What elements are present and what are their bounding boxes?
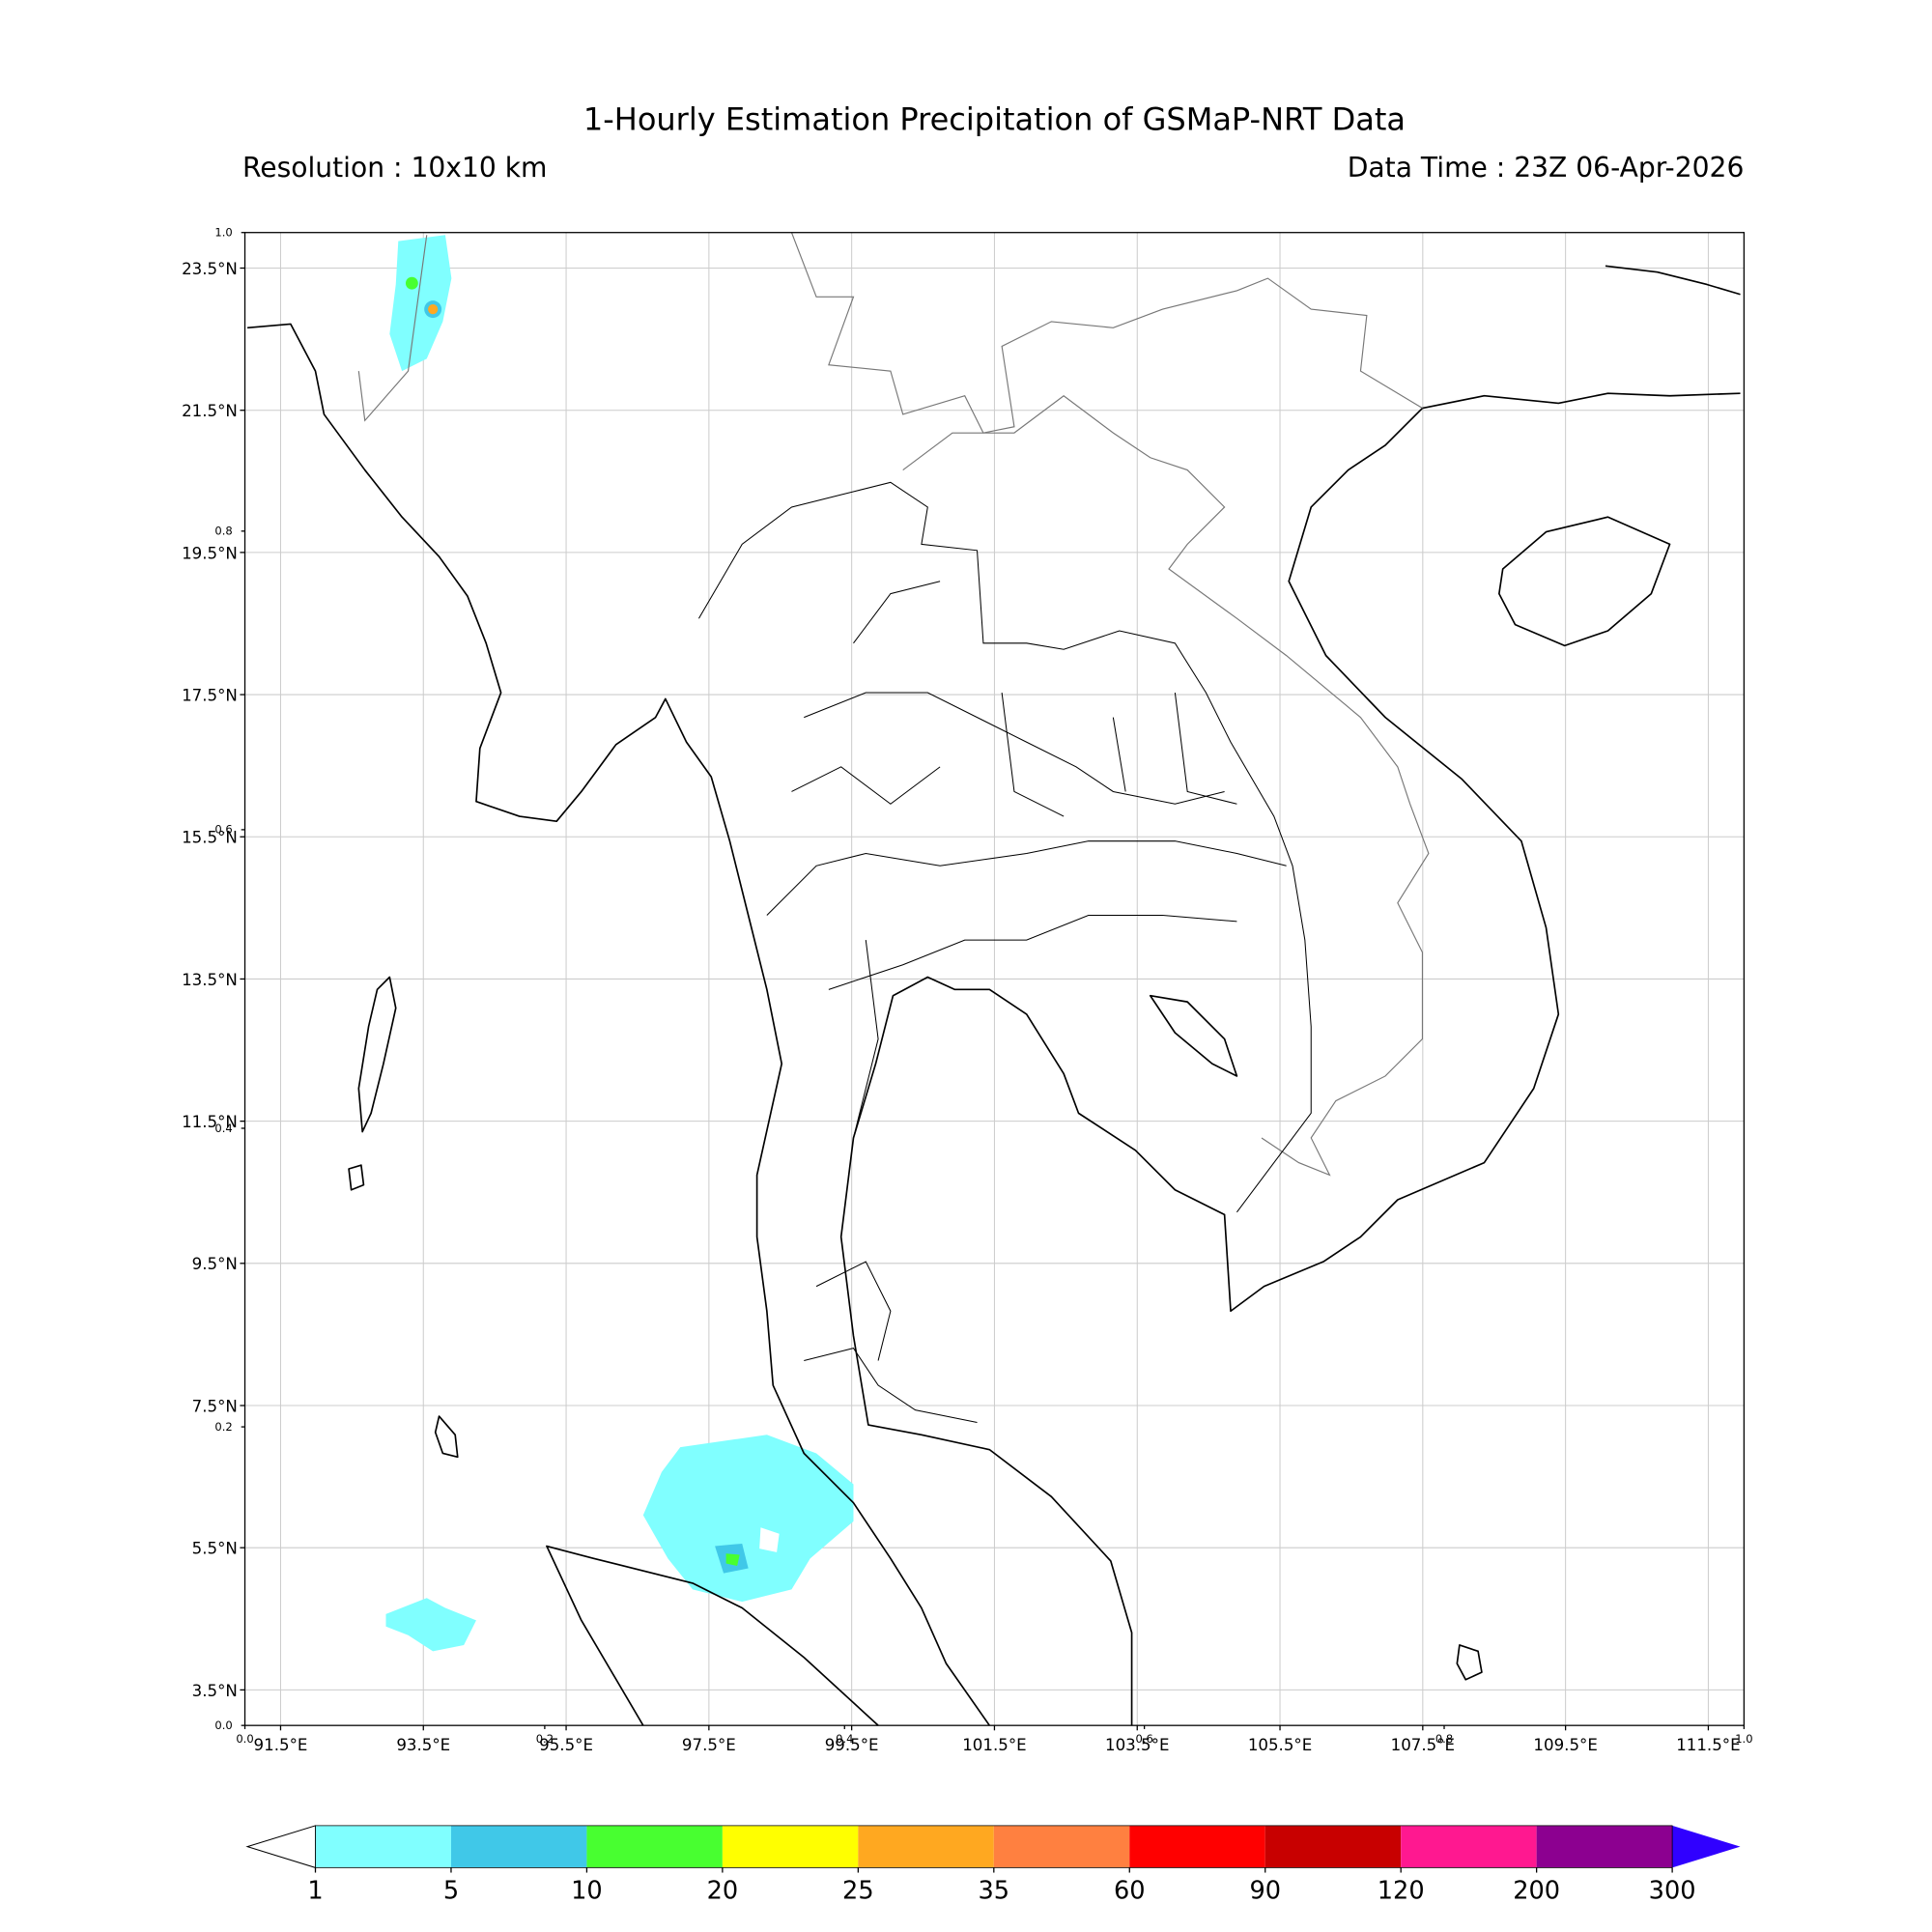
axes: 91.5°E 93.5°E 95.5°E 97.5°E 99.5°E 101.5°E 103… — [182, 226, 1752, 1754]
land-features — [247, 232, 1741, 1726]
border — [902, 395, 1430, 1177]
x-tick-label: 91.5°E — [254, 1736, 308, 1754]
colorbar-label: 90 — [1249, 1876, 1281, 1905]
frame-x-tick-label: 0.4 — [836, 1732, 853, 1746]
colorbar-segment — [993, 1825, 1130, 1868]
frame-x-tick-label: 0.6 — [1135, 1732, 1152, 1746]
colorbar-segment — [315, 1825, 451, 1868]
x-tick-label: 109.5°E — [1533, 1736, 1597, 1754]
x-tick-label: 105.5°E — [1248, 1736, 1312, 1754]
colorbar: 1 5 10 20 25 35 60 90 120 200 300 — [245, 1825, 1741, 1905]
colorbar-segment — [1401, 1825, 1537, 1868]
rain-core — [405, 276, 418, 290]
colorbar-label: 120 — [1378, 1876, 1425, 1905]
y-tick-label: 11.5°N — [182, 1113, 238, 1131]
colorbar-over — [1672, 1825, 1741, 1868]
coastline — [1605, 265, 1741, 296]
x-tick-label: 95.5°E — [539, 1736, 593, 1754]
island — [357, 976, 397, 1133]
x-tick-label: 107.5°E — [1391, 1736, 1455, 1754]
y-tick-label: 9.5°N — [192, 1255, 238, 1273]
x-tick-label: 93.5°E — [396, 1736, 450, 1754]
y-tick-label: 7.5°N — [192, 1397, 238, 1415]
frame-x-tick-label: 0.8 — [1435, 1732, 1453, 1746]
province-boundary — [697, 481, 1312, 1423]
island — [1456, 1644, 1483, 1681]
colorbar-segment — [586, 1825, 723, 1868]
colorbar-label: 10 — [571, 1876, 603, 1905]
colorbar-segment — [858, 1825, 994, 1868]
colorbar-label: 1 — [307, 1876, 323, 1905]
x-tick-label: 97.5°E — [682, 1736, 736, 1754]
y-tick-label: 21.5°N — [182, 402, 238, 420]
y-tick-label: 3.5°N — [192, 1682, 238, 1700]
colorbar-segment — [722, 1825, 859, 1868]
island — [1498, 516, 1671, 647]
colorbar-segment — [1129, 1825, 1265, 1868]
colorbar-segment — [450, 1825, 587, 1868]
resolution: Resolution : 10x10 km — [242, 152, 548, 184]
colorbar-label: 5 — [443, 1876, 459, 1905]
border — [790, 232, 1423, 434]
island — [434, 1415, 459, 1459]
grid — [244, 232, 1745, 1726]
colorbar-segment — [1264, 1825, 1402, 1868]
colorbar-label: 25 — [842, 1876, 874, 1905]
title: 1-Hourly Estimation Precipitation of GSM… — [583, 100, 1406, 137]
coastline — [247, 323, 991, 1726]
frame-x-tick-label: 1.0 — [1735, 1732, 1752, 1746]
y-tick-label: 19.5°N — [182, 544, 238, 562]
frame-y-tick-label: 1.0 — [214, 226, 232, 240]
rain-core — [428, 303, 439, 315]
border — [357, 235, 428, 422]
x-tick-label: 99.5°E — [825, 1736, 879, 1754]
frame-y-tick-label: 0.4 — [214, 1122, 232, 1135]
y-tick-label: 23.5°N — [182, 260, 238, 278]
frame-y-tick-label: 0.8 — [214, 525, 232, 538]
coastline — [546, 1545, 879, 1726]
colorbar-label: 200 — [1513, 1876, 1560, 1905]
coastline — [839, 392, 1741, 1726]
rain-area — [385, 1598, 476, 1652]
x-tick-label: 101.5°E — [962, 1736, 1026, 1754]
x-tick-label: 111.5°E — [1676, 1736, 1740, 1754]
colorbar-label: 20 — [707, 1876, 739, 1905]
colorbar-label: 35 — [979, 1876, 1010, 1905]
y-tick-label: 5.5°N — [192, 1540, 238, 1558]
colorbar-under — [245, 1825, 317, 1869]
island — [348, 1164, 365, 1191]
rain-core — [725, 1553, 740, 1566]
rain-area — [642, 1435, 854, 1603]
frame-y-tick-label: 0.2 — [214, 1420, 232, 1434]
x-tick-label: 103.5°E — [1105, 1736, 1169, 1754]
frame-y-tick-label: 0.6 — [214, 823, 232, 837]
rain-area — [389, 235, 452, 372]
rain-gap — [759, 1527, 780, 1552]
colorbar-label: 300 — [1649, 1876, 1696, 1905]
island — [1149, 994, 1238, 1077]
frame-x-tick-label: 0.0 — [236, 1732, 253, 1746]
colorbar-label: 60 — [1114, 1876, 1146, 1905]
data-time: Data Time : 23Z 06-Apr-2026 — [1348, 152, 1745, 184]
colorbar-segment — [1536, 1825, 1673, 1868]
y-tick-label: 13.5°N — [182, 971, 238, 989]
y-tick-label: 15.5°N — [182, 829, 238, 847]
y-tick-label: 17.5°N — [182, 686, 238, 704]
frame-x-tick-label: 0.2 — [536, 1732, 554, 1746]
frame-y-tick-label: 0.0 — [214, 1719, 232, 1732]
